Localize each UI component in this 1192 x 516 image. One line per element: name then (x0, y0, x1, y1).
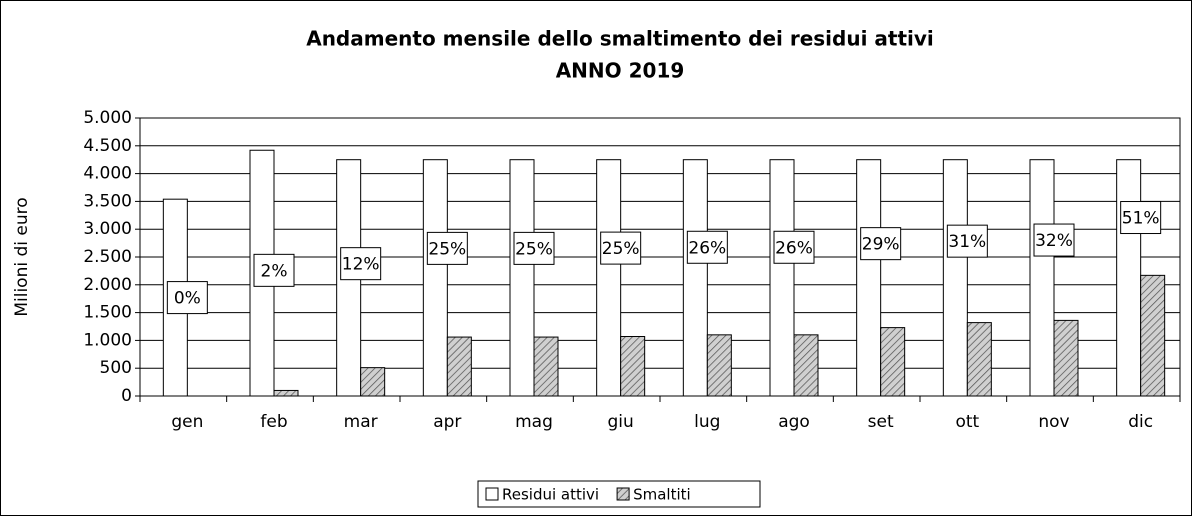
annotation: 32% (1035, 231, 1073, 251)
x-tick-label: set (868, 412, 894, 432)
bar (880, 327, 906, 397)
annotation: 12% (342, 255, 380, 275)
annotation-box (600, 231, 642, 265)
annotation: 51% (1122, 209, 1160, 229)
x-tick-label: nov (1038, 412, 1069, 432)
bar (1140, 274, 1166, 397)
annotation: 26% (688, 238, 726, 258)
annotation-box (686, 230, 728, 264)
bar (1029, 159, 1055, 397)
bar (422, 159, 448, 397)
annotation-box (340, 247, 382, 281)
annotation-box (773, 230, 815, 264)
bar (793, 334, 819, 397)
bar (1116, 159, 1142, 397)
y-tick-label: 1.500 (83, 303, 132, 323)
x-tick-label: dic (1128, 412, 1153, 432)
bar (596, 159, 622, 397)
annotation-box (946, 224, 988, 258)
y-tick-label: 2.000 (83, 275, 132, 295)
legend-box (477, 480, 761, 508)
legend-swatch (616, 487, 630, 501)
x-tick-label: apr (433, 412, 461, 432)
x-tick-label: lug (694, 412, 720, 432)
legend: Residui attivi Smaltiti (477, 480, 761, 508)
bar (509, 159, 535, 397)
chart-title: Andamento mensile dello smaltimento dei … (306, 27, 934, 51)
annotation-box (166, 281, 208, 315)
x-tick-label: ago (778, 412, 810, 432)
annotation-box (860, 227, 902, 261)
x-tick-label: mar (344, 412, 378, 432)
y-tick-label: 2.500 (83, 247, 132, 267)
bar (360, 367, 386, 397)
bar (533, 336, 559, 397)
annotation: 26% (775, 238, 813, 258)
y-tick-label: 3.500 (83, 191, 132, 211)
annotation-box (426, 231, 468, 265)
y-tick-label: 4.500 (83, 136, 132, 156)
x-tick-label: ott (955, 412, 979, 432)
bar (769, 159, 795, 397)
annotation-box (1033, 223, 1075, 257)
y-tick-label: 5.000 (83, 108, 132, 128)
y-axis-title: Milioni di euro (12, 197, 32, 316)
y-tick-label: 0 (121, 386, 132, 406)
x-tick-label: giu (608, 412, 634, 432)
bar (620, 336, 646, 397)
annotation: 25% (602, 239, 640, 259)
bar (682, 159, 708, 397)
annotation: 25% (515, 239, 553, 259)
bar (1053, 319, 1079, 397)
y-tick-label: 3.000 (83, 219, 132, 239)
x-tick-label: feb (260, 412, 287, 432)
annotation: 29% (862, 235, 900, 255)
annotation: 31% (948, 232, 986, 252)
bar (706, 334, 732, 397)
bar (966, 322, 992, 397)
annotation: 0% (174, 289, 201, 309)
legend-swatch (485, 487, 499, 501)
annotation-box (513, 231, 555, 265)
annotation-box (253, 253, 295, 287)
legend-label: Smaltiti (633, 486, 691, 504)
chart-subtitle: ANNO 2019 (556, 59, 685, 83)
y-tick-label: 500 (100, 358, 132, 378)
bar (856, 159, 882, 397)
bar (446, 336, 472, 397)
bar (273, 389, 299, 397)
annotation: 2% (261, 261, 288, 281)
bar (942, 159, 968, 397)
x-tick-label: mag (515, 412, 553, 432)
annotation: 25% (428, 239, 466, 259)
y-tick-label: 4.000 (83, 164, 132, 184)
annotation-box (1120, 201, 1162, 235)
y-tick-label: 1.000 (83, 330, 132, 350)
legend-label: Residui attivi (502, 486, 599, 504)
x-tick-label: gen (171, 412, 203, 432)
